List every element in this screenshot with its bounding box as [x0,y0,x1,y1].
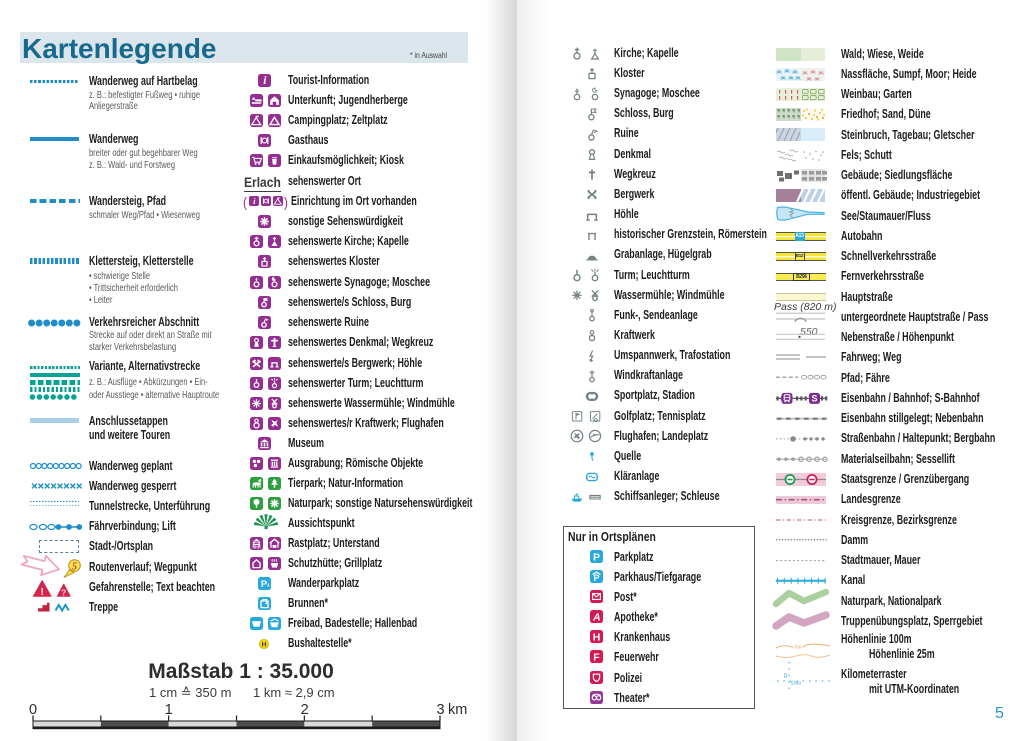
svg-text:5340: 5340 [791,681,802,686]
svg-text:5: 5 [72,562,77,573]
svg-text:700: 700 [794,644,802,649]
svg-text:hhh: hhh [252,544,260,549]
svg-text:P: P [593,573,599,583]
svg-text:P: P [260,579,267,590]
svg-text:32: 32 [783,672,788,678]
svg-text:i: i [253,196,256,206]
svg-text:H: H [593,631,601,643]
svg-text:S: S [811,394,817,404]
svg-text:A: A [592,611,601,623]
svg-text:P: P [593,551,600,563]
svg-text:!: ! [41,587,44,598]
svg-text:F: F [593,651,600,663]
svg-text:i: i [263,75,267,87]
svg-text:H: H [262,642,267,649]
svg-text:?: ? [61,587,66,597]
